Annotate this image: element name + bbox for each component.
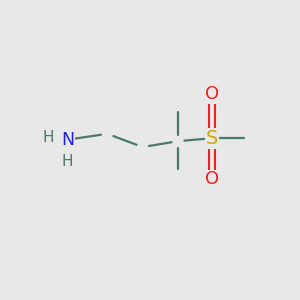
Text: S: S <box>206 129 218 148</box>
Text: O: O <box>205 85 219 103</box>
Text: O: O <box>205 170 219 188</box>
Text: H: H <box>43 130 54 145</box>
Text: H: H <box>62 154 73 169</box>
Text: N: N <box>61 131 74 149</box>
